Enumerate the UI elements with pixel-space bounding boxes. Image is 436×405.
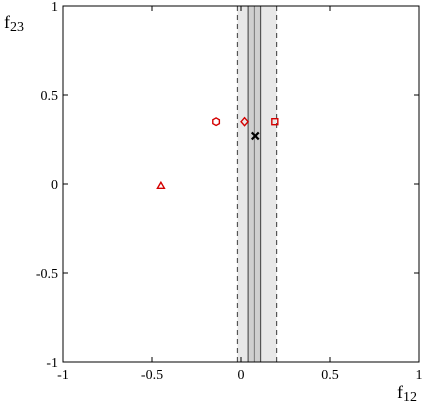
x-axis-label-sub: 12	[403, 390, 417, 405]
x-tick-label: -0.5	[141, 368, 163, 383]
points-layer	[156, 116, 279, 189]
best-fit-marker	[250, 131, 260, 141]
y-tick-label: -0.5	[36, 267, 58, 282]
best-fit-stroke-2	[250, 131, 260, 141]
x-axis-label-main: f	[397, 382, 403, 402]
ticks-layer	[62, 5, 420, 363]
y-axis-label: f23	[4, 12, 24, 35]
y-tick-label: -1	[46, 356, 58, 371]
data-point-diamond	[240, 116, 249, 127]
x-axis-label: f12	[397, 382, 417, 405]
data-point-hexagon	[212, 117, 221, 127]
x-tick-label: 0	[238, 368, 245, 383]
y-tick-label: 0	[51, 178, 58, 193]
data-point-triangle	[156, 180, 166, 189]
bands-layer	[236, 6, 278, 362]
y-tick-label: 0.5	[41, 89, 59, 104]
x-tick-label: 0.5	[321, 368, 339, 383]
x-tick-label: -1	[57, 368, 69, 383]
tick-labels-layer: -1 -0.5 0 0.5 1 -1 -0.5 0 0.5 1	[36, 0, 423, 383]
x-tick-label: 1	[416, 368, 423, 383]
y-tick-label: 1	[51, 0, 58, 15]
y-axis-label-sub: 23	[10, 20, 24, 35]
data-point-square	[271, 117, 279, 126]
y-axis-label-main: f	[4, 12, 10, 32]
